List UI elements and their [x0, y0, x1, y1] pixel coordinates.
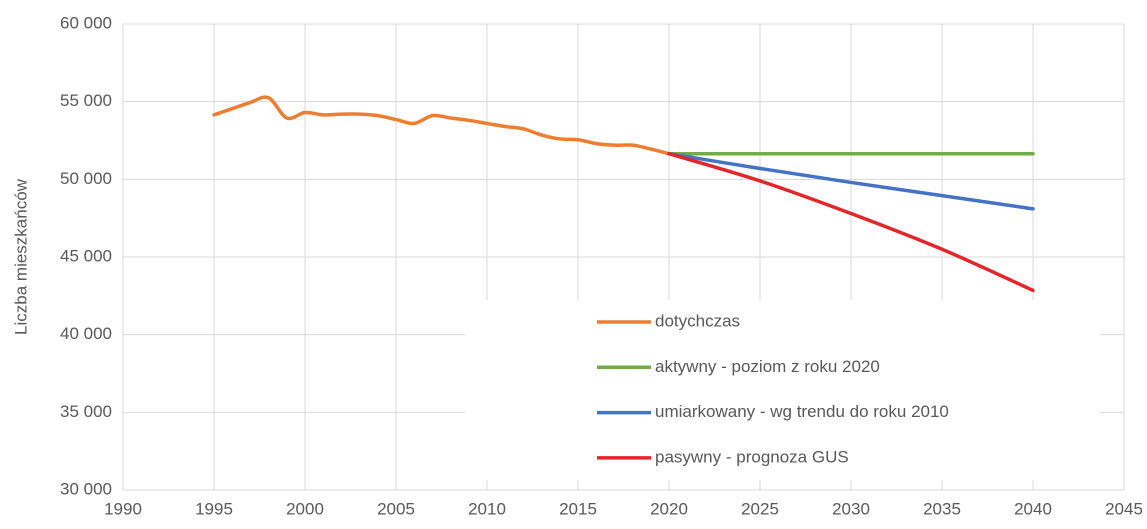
x-tick-label: 2030 — [832, 499, 870, 518]
y-axis-title: Liczba mieszkańców — [11, 178, 30, 335]
legend-label: dotychczas — [655, 311, 740, 330]
legend-label: aktywny - poziom z roku 2020 — [655, 357, 880, 376]
legend-box — [465, 300, 1100, 480]
y-tick-label: 45 000 — [60, 246, 112, 265]
y-tick-label: 50 000 — [60, 169, 112, 188]
x-tick-label: 2005 — [377, 499, 415, 518]
y-tick-label: 35 000 — [60, 402, 112, 421]
series-line — [667, 151, 1035, 293]
y-tick-label: 30 000 — [60, 479, 112, 498]
legend-label: pasywny - prognoza GUS — [655, 447, 849, 466]
x-tick-label: 2035 — [923, 499, 961, 518]
series-line — [667, 151, 1035, 211]
series-line — [212, 95, 671, 156]
y-tick-label: 60 000 — [60, 13, 112, 32]
x-tick-label: 1995 — [195, 499, 233, 518]
x-tick-label: 2020 — [650, 499, 688, 518]
x-tick-label: 2000 — [286, 499, 324, 518]
legend-label: umiarkowany - wg trendu do roku 2010 — [655, 402, 949, 421]
x-tick-label: 2010 — [468, 499, 506, 518]
x-tick-label: 2015 — [559, 499, 597, 518]
x-tick-label: 2025 — [741, 499, 779, 518]
y-tick-label: 40 000 — [60, 324, 112, 343]
x-tick-label: 1990 — [104, 499, 142, 518]
x-tick-label: 2040 — [1014, 499, 1052, 518]
x-tick-label: 2045 — [1105, 499, 1143, 518]
y-tick-label: 55 000 — [60, 91, 112, 110]
